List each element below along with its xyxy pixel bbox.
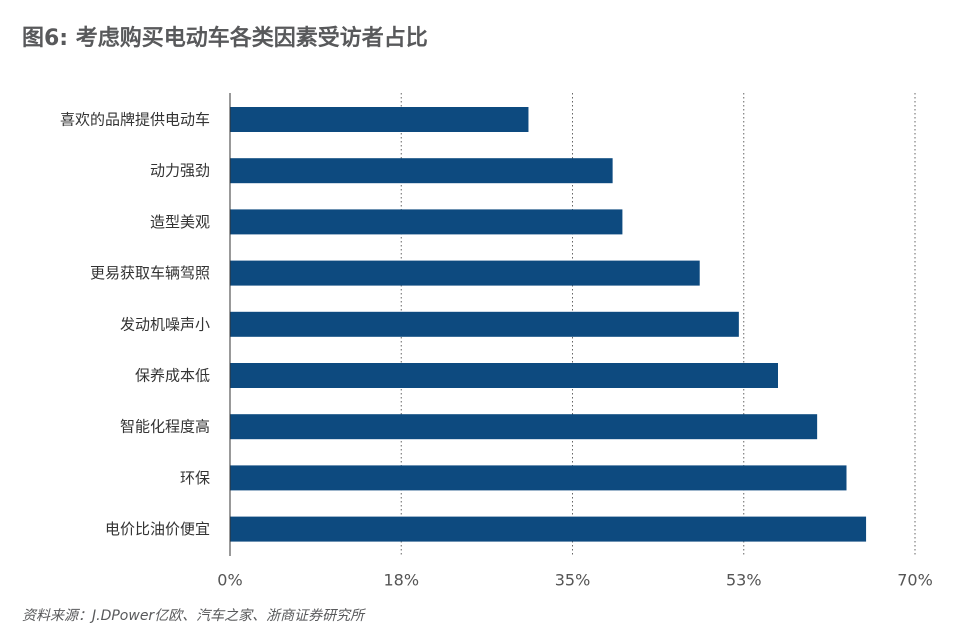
x-tick-label: 18% — [383, 571, 419, 590]
bars — [230, 107, 867, 542]
bar — [230, 414, 818, 440]
bar — [230, 363, 778, 388]
source-note: 资料来源：J.DPower亿欧、汽车之家、浙商证券研究所 — [22, 608, 365, 624]
category-label: 动力强劲 — [150, 162, 210, 180]
category-label: 电价比油价便宜 — [105, 520, 210, 538]
bar — [230, 516, 867, 542]
x-tick-label: 70% — [897, 571, 933, 590]
bar — [230, 260, 700, 286]
category-label: 智能化程度高 — [120, 418, 210, 436]
category-label: 保养成本低 — [135, 367, 210, 385]
category-label: 喜欢的品牌提供电动车 — [60, 111, 210, 129]
category-label: 造型美观 — [150, 213, 210, 231]
bar — [230, 158, 613, 184]
x-tick-labels: 0% 18% 35% 53% 70% — [217, 571, 932, 590]
category-label: 更易获取车辆驾照 — [90, 264, 210, 282]
bar — [230, 107, 529, 132]
x-tick-label: 0% — [217, 571, 242, 590]
x-tick-label: 53% — [726, 571, 762, 590]
category-labels: 喜欢的品牌提供电动车动力强劲造型美观更易获取车辆驾照发动机噪声小保养成本低智能化… — [60, 111, 210, 539]
bar — [230, 209, 623, 235]
category-label: 环保 — [180, 469, 210, 487]
bar — [230, 465, 847, 491]
bar — [230, 311, 739, 337]
x-tick-label: 35% — [555, 571, 591, 590]
bar-chart: 喜欢的品牌提供电动车动力强劲造型美观更易获取车辆驾照发动机噪声小保养成本低智能化… — [60, 93, 933, 590]
chart-title: 图6: 考虑购买电动车各类因素受访者占比 — [22, 26, 428, 51]
category-label: 发动机噪声小 — [120, 315, 210, 333]
